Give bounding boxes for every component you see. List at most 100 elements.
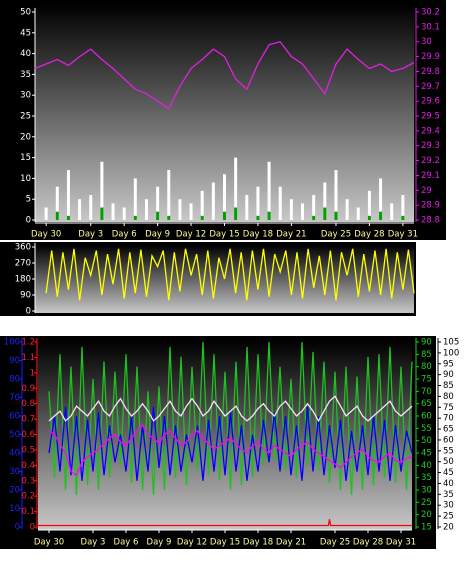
y-tick-label: 0.8 xyxy=(21,399,35,409)
y-tick-label: 70 xyxy=(443,414,454,424)
bar xyxy=(401,195,405,220)
y-tick-label: 60 xyxy=(443,435,454,445)
bar xyxy=(390,203,394,220)
y-tick-label: 0.4 xyxy=(21,461,35,471)
x-tick-label: Day 6 xyxy=(112,230,137,240)
axis-strip xyxy=(436,336,466,549)
y-tick-label: 75 xyxy=(421,375,432,385)
y-tick-label: 80 xyxy=(421,362,432,372)
y-tick-label: 180 xyxy=(15,275,31,285)
y-tick-label: 30.1 xyxy=(421,22,440,32)
bar xyxy=(223,211,226,220)
bar xyxy=(323,182,327,220)
y-tick-label: 29.4 xyxy=(421,126,440,136)
bar xyxy=(66,170,70,220)
y-tick-label: 50 xyxy=(421,436,432,446)
y-tick-label: 29.9 xyxy=(421,52,440,62)
y-tick-label: 95 xyxy=(443,359,454,369)
bar xyxy=(312,215,316,220)
y-tick-label: 30 xyxy=(20,91,31,101)
x-tick-label: Day 9 xyxy=(147,538,172,548)
bar xyxy=(156,211,160,220)
x-tick-label: Day 31 xyxy=(386,538,416,548)
x-tick-label: Day 28 xyxy=(353,538,383,548)
y-tick-label: 25 xyxy=(421,498,432,508)
y-tick-label: 30 xyxy=(9,467,20,477)
x-tick-label: Day 21 xyxy=(276,230,306,240)
x-tick-label: Day 3 xyxy=(78,230,103,240)
bar xyxy=(111,203,115,220)
series-line xyxy=(48,395,413,423)
y-tick-label: 0 xyxy=(26,307,31,317)
y-tick-label: 80 xyxy=(443,392,454,402)
bar xyxy=(122,207,126,220)
bar xyxy=(156,186,160,220)
y-tick-label: 50 xyxy=(443,457,454,467)
bar xyxy=(278,186,282,220)
bar xyxy=(200,215,204,220)
y-tick-label: 0.3 xyxy=(21,476,35,486)
bar xyxy=(167,215,171,220)
bar xyxy=(144,199,148,220)
x-tick-label: Day 30 xyxy=(31,230,61,240)
y-tick-label: 270 xyxy=(15,259,31,269)
y-tick-label: 0.2 xyxy=(21,492,35,502)
y-tick-label: 29.1 xyxy=(421,171,440,181)
y-tick-label: 40 xyxy=(9,449,20,459)
y-tick-label: 0 xyxy=(30,523,35,533)
x-tick-label: Day 15 xyxy=(210,538,240,548)
x-tick-label: Day 25 xyxy=(321,230,351,240)
bar xyxy=(367,215,371,220)
y-tick-label: 30 xyxy=(421,486,432,496)
x-tick-label: Day 15 xyxy=(209,230,239,240)
bar xyxy=(133,215,137,220)
y-tick-label: 15 xyxy=(20,153,31,163)
bar xyxy=(323,207,327,220)
y-tick-label: 40 xyxy=(443,479,454,489)
y-tick-label: 65 xyxy=(421,399,432,409)
y-tick-label: 75 xyxy=(443,403,454,413)
y-tick-label: 70 xyxy=(421,387,432,397)
plot-bg xyxy=(38,340,412,530)
y-tick-label: 1 xyxy=(30,368,35,378)
bar xyxy=(334,211,338,220)
y-tick-label: 29 xyxy=(421,186,432,196)
y-tick-label: 40 xyxy=(421,461,432,471)
y-tick-label: 20 xyxy=(9,486,20,496)
x-tick-label: Day 25 xyxy=(320,538,350,548)
bar xyxy=(301,203,305,220)
y-tick-label: 30.2 xyxy=(421,8,440,18)
y-tick-label: 0 xyxy=(26,216,31,226)
bar xyxy=(356,207,360,220)
y-tick-label: 85 xyxy=(443,381,454,391)
y-tick-label: 20 xyxy=(421,510,432,520)
y-tick-label: 35 xyxy=(20,70,31,80)
x-tick-label: Day 9 xyxy=(145,230,170,240)
y-tick-label: 45 xyxy=(421,449,432,459)
y-tick-label: 90 xyxy=(9,356,20,366)
y-tick-label: 25 xyxy=(20,112,31,122)
x-tick-label: Day 21 xyxy=(276,538,306,548)
bar xyxy=(256,186,260,220)
y-tick-label: 55 xyxy=(421,424,432,434)
bar xyxy=(234,157,238,220)
series-line xyxy=(45,248,415,301)
x-tick-label: Day 12 xyxy=(177,538,207,548)
y-tick-label: 25 xyxy=(443,512,454,522)
bar xyxy=(367,190,371,220)
bar xyxy=(66,215,70,220)
bar xyxy=(211,182,215,220)
y-tick-label: 0.6 xyxy=(21,430,35,440)
y-tick-label: 10 xyxy=(20,174,31,184)
y-tick-label: 90 xyxy=(421,338,432,348)
y-tick-label: 50 xyxy=(9,430,20,440)
y-tick-label: 45 xyxy=(20,28,31,38)
y-tick-label: 0.9 xyxy=(21,384,35,394)
y-tick-label: 105 xyxy=(443,338,459,348)
y-tick-label: 20 xyxy=(443,523,454,533)
y-tick-label: 90 xyxy=(20,291,31,301)
y-tick-label: 85 xyxy=(421,350,432,360)
y-tick-label: 1.2 xyxy=(21,338,35,348)
bar xyxy=(401,215,405,220)
